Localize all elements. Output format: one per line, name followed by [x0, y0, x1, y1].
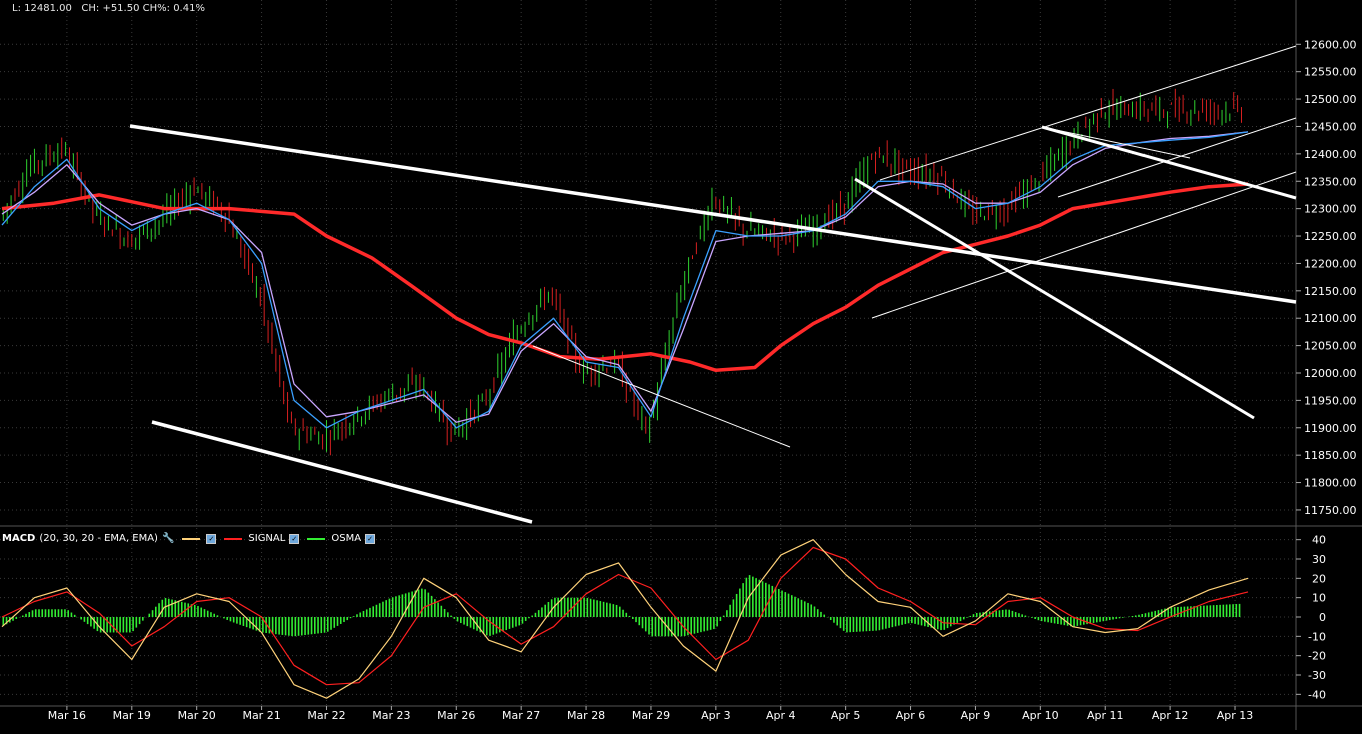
- time-tick-label: Mar 22: [307, 709, 345, 722]
- price-tick-label: 12450.00: [1304, 120, 1357, 133]
- price-tick-label: 12250.00: [1304, 230, 1357, 243]
- price-tick-label: 11750.00: [1304, 504, 1357, 517]
- time-tick-label: Apr 13: [1217, 709, 1254, 722]
- readout-low: L: 12481.00: [12, 3, 72, 14]
- channel-top: [879, 45, 1297, 181]
- price-tick-label: 11850.00: [1304, 449, 1357, 462]
- wrench-icon[interactable]: 🔧: [161, 533, 175, 544]
- time-tick-label: Apr 9: [961, 709, 991, 722]
- price-tick-label: 11900.00: [1304, 422, 1357, 435]
- trendline-upper: [129, 124, 1297, 304]
- macd-tick-label: -40: [1308, 688, 1326, 701]
- time-tick-label: Apr 3: [701, 709, 731, 722]
- ma-long-line: [1, 182, 1249, 373]
- macd-tick-label: 30: [1312, 553, 1326, 566]
- time-tick-label: Apr 11: [1087, 709, 1124, 722]
- price-tick-label: 11800.00: [1304, 477, 1357, 490]
- price-tick-label: 12350.00: [1304, 175, 1357, 188]
- time-tick-label: Apr 6: [896, 709, 926, 722]
- price-tick-label: 11950.00: [1304, 394, 1357, 407]
- macd-tick-label: -20: [1308, 650, 1326, 663]
- price-tick-label: 12500.00: [1304, 93, 1357, 106]
- time-tick-label: Apr 12: [1152, 709, 1189, 722]
- price-tick-label: 12400.00: [1304, 148, 1357, 161]
- price-tick-label: 12200.00: [1304, 257, 1357, 270]
- macd-tick-label: -30: [1308, 669, 1326, 682]
- time-tick-label: Mar 29: [632, 709, 670, 722]
- price-tick-label: 12150.00: [1304, 285, 1357, 298]
- osma-swatch: [307, 537, 326, 540]
- ma-mid-line: [1, 131, 1249, 423]
- time-tick-label: Mar 27: [502, 709, 540, 722]
- channel-mid: [1057, 117, 1297, 198]
- macd-tick-label: 40: [1312, 534, 1326, 547]
- trendline-short: [1041, 125, 1297, 200]
- readout-change-pct: CH%: 0.41%: [142, 3, 205, 14]
- macd-tick-label: -10: [1308, 630, 1326, 643]
- ma-fast-line: [1, 131, 1249, 429]
- macd-legend-name: MACD: [2, 533, 36, 544]
- macd-legend: MACD (20, 30, 20 - EMA, EMA) 🔧 ✓ SIGNAL …: [2, 531, 376, 546]
- readout-change: CH: +51.50: [81, 3, 140, 14]
- time-tick-label: Mar 28: [567, 709, 605, 722]
- macd-line-checkbox[interactable]: ✓: [206, 533, 217, 544]
- price-tick-label: 12000.00: [1304, 367, 1357, 380]
- macd-tick-label: 10: [1312, 592, 1326, 605]
- osma-label: OSMA: [331, 533, 362, 544]
- macd-line-swatch: [182, 537, 201, 540]
- macd-tick-label: 0: [1319, 611, 1326, 624]
- channel-bottom: [871, 171, 1297, 319]
- trendline-short-thin: [1041, 126, 1191, 159]
- macd-legend-params: (20, 30, 20 - EMA, EMA): [39, 533, 158, 544]
- price-tick-label: 12550.00: [1304, 66, 1357, 79]
- osma-checkbox[interactable]: ✓: [365, 533, 376, 544]
- time-tick-label: Mar 19: [113, 709, 151, 722]
- time-tick-label: Apr 4: [766, 709, 796, 722]
- trendline-thin: [532, 345, 791, 448]
- price-tick-label: 12050.00: [1304, 340, 1357, 353]
- price-tick-label: 12300.00: [1304, 203, 1357, 216]
- price-tick-label: 12100.00: [1304, 312, 1357, 325]
- signal-label: SIGNAL: [248, 533, 286, 544]
- time-tick-label: Mar 26: [437, 709, 475, 722]
- macd-tick-label: 20: [1312, 572, 1326, 585]
- price-tick-label: 12600.00: [1304, 38, 1357, 51]
- trendline-lower: [151, 420, 533, 524]
- time-tick-label: Mar 20: [178, 709, 216, 722]
- macd-line: [1, 539, 1249, 699]
- time-tick-label: Apr 10: [1022, 709, 1059, 722]
- signal-swatch: [224, 537, 243, 540]
- time-tick-label: Mar 21: [242, 709, 280, 722]
- time-tick-label: Mar 16: [48, 709, 86, 722]
- time-tick-label: Apr 5: [831, 709, 861, 722]
- ohlc-readout: L: 12481.00 CH: +51.50 CH%: 0.41%: [12, 3, 205, 14]
- trendline-mid: [854, 177, 1255, 420]
- signal-checkbox[interactable]: ✓: [289, 533, 300, 544]
- time-tick-label: Mar 23: [372, 709, 410, 722]
